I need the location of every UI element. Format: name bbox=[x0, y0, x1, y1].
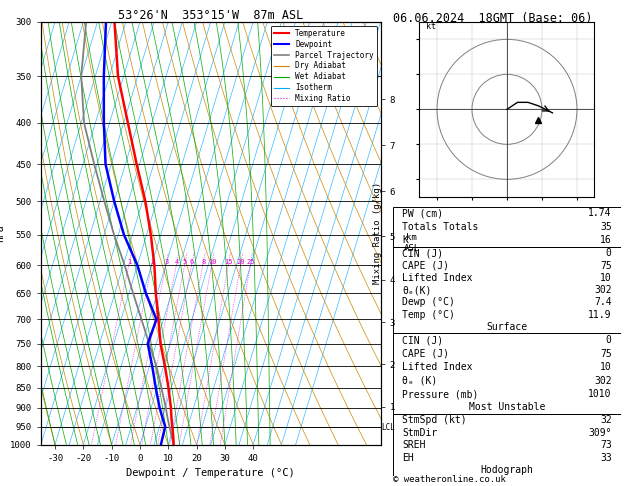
Text: 10: 10 bbox=[600, 362, 612, 372]
Text: Pressure (mb): Pressure (mb) bbox=[402, 389, 479, 399]
Text: K: K bbox=[402, 235, 408, 245]
Text: 25: 25 bbox=[247, 259, 255, 265]
Y-axis label: km
ASL: km ASL bbox=[404, 233, 420, 253]
Text: 32: 32 bbox=[600, 416, 612, 425]
Text: CAPE (J): CAPE (J) bbox=[402, 260, 449, 271]
Text: 16: 16 bbox=[600, 235, 612, 245]
Title: 53°26'N  353°15'W  87m ASL: 53°26'N 353°15'W 87m ASL bbox=[118, 9, 303, 22]
Text: 06.06.2024  18GMT (Base: 06): 06.06.2024 18GMT (Base: 06) bbox=[393, 12, 593, 25]
Text: kt: kt bbox=[426, 22, 437, 31]
Text: 2: 2 bbox=[150, 259, 154, 265]
Text: Temp (°C): Temp (°C) bbox=[402, 310, 455, 320]
Text: 1: 1 bbox=[127, 259, 131, 265]
Text: Most Unstable: Most Unstable bbox=[469, 402, 545, 413]
Text: PW (cm): PW (cm) bbox=[402, 208, 443, 218]
Text: 302: 302 bbox=[594, 376, 612, 385]
Text: CIN (J): CIN (J) bbox=[402, 248, 443, 258]
Y-axis label: hPa: hPa bbox=[0, 225, 5, 242]
Text: EH: EH bbox=[402, 452, 414, 463]
Text: 0: 0 bbox=[606, 248, 612, 258]
Text: 1.74: 1.74 bbox=[588, 208, 612, 218]
Text: Totals Totals: Totals Totals bbox=[402, 222, 479, 232]
Text: 15: 15 bbox=[225, 259, 233, 265]
Text: θₑ(K): θₑ(K) bbox=[402, 285, 431, 295]
Text: CAPE (J): CAPE (J) bbox=[402, 348, 449, 359]
Text: 73: 73 bbox=[600, 440, 612, 450]
Text: 11.9: 11.9 bbox=[588, 310, 612, 320]
Text: Dewp (°C): Dewp (°C) bbox=[402, 297, 455, 308]
Text: 10: 10 bbox=[208, 259, 216, 265]
Text: 7.4: 7.4 bbox=[594, 297, 612, 308]
Text: 75: 75 bbox=[600, 348, 612, 359]
Text: θₑ (K): θₑ (K) bbox=[402, 376, 438, 385]
Bar bbox=[393, 247, 621, 333]
Text: 302: 302 bbox=[594, 285, 612, 295]
Text: LCL: LCL bbox=[381, 423, 395, 432]
Text: 8: 8 bbox=[201, 259, 205, 265]
Text: 3: 3 bbox=[164, 259, 169, 265]
Text: Mixing Ratio (g/kg): Mixing Ratio (g/kg) bbox=[373, 182, 382, 284]
Text: 309°: 309° bbox=[588, 428, 612, 438]
Bar bbox=[393, 333, 621, 414]
Text: 4: 4 bbox=[175, 259, 179, 265]
Text: StmSpd (kt): StmSpd (kt) bbox=[402, 416, 467, 425]
Text: 35: 35 bbox=[600, 222, 612, 232]
Text: Lifted Index: Lifted Index bbox=[402, 362, 473, 372]
Text: 5: 5 bbox=[183, 259, 187, 265]
Text: © weatheronline.co.uk: © weatheronline.co.uk bbox=[393, 474, 506, 484]
Text: 1010: 1010 bbox=[588, 389, 612, 399]
Bar bbox=[393, 207, 621, 247]
Text: 20: 20 bbox=[237, 259, 245, 265]
Text: Lifted Index: Lifted Index bbox=[402, 273, 473, 283]
Text: CIN (J): CIN (J) bbox=[402, 335, 443, 345]
Legend: Temperature, Dewpoint, Parcel Trajectory, Dry Adiabat, Wet Adiabat, Isotherm, Mi: Temperature, Dewpoint, Parcel Trajectory… bbox=[270, 26, 377, 106]
Text: 33: 33 bbox=[600, 452, 612, 463]
Text: SREH: SREH bbox=[402, 440, 426, 450]
Text: Surface: Surface bbox=[486, 322, 528, 332]
X-axis label: Dewpoint / Temperature (°C): Dewpoint / Temperature (°C) bbox=[126, 469, 295, 478]
Text: 6: 6 bbox=[190, 259, 194, 265]
Text: StmDir: StmDir bbox=[402, 428, 438, 438]
Text: Hodograph: Hodograph bbox=[481, 465, 533, 475]
Text: 10: 10 bbox=[600, 273, 612, 283]
Text: 75: 75 bbox=[600, 260, 612, 271]
Text: 0: 0 bbox=[606, 335, 612, 345]
Bar bbox=[393, 414, 621, 476]
